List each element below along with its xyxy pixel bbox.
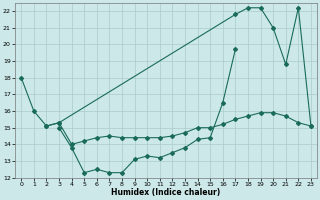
- X-axis label: Humidex (Indice chaleur): Humidex (Indice chaleur): [111, 188, 221, 197]
